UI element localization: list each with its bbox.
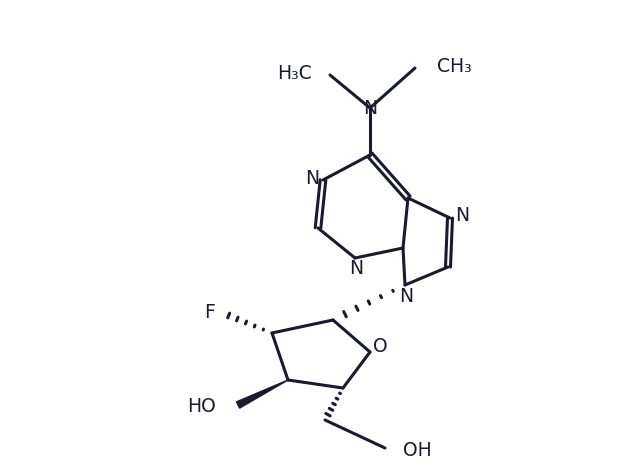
Text: CH₃: CH₃ — [437, 56, 472, 76]
Text: F: F — [205, 303, 216, 321]
Text: N: N — [455, 205, 469, 225]
Text: O: O — [372, 337, 387, 357]
Polygon shape — [236, 380, 288, 408]
Text: N: N — [305, 170, 319, 188]
Text: N: N — [363, 99, 377, 118]
Text: HO: HO — [188, 398, 216, 416]
Text: H₃C: H₃C — [277, 63, 312, 83]
Text: N: N — [349, 258, 363, 277]
Text: OH: OH — [403, 440, 432, 460]
Text: N: N — [399, 287, 413, 306]
